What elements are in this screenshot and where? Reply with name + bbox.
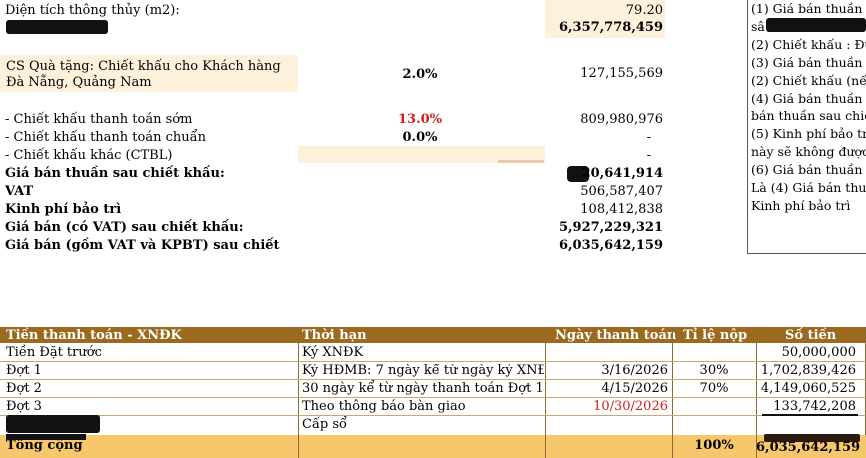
row-amount: 1,702,839,426 — [760, 363, 856, 378]
header-ratio: Tỉ lệ nộp — [683, 328, 748, 343]
early-pay-amount: 809,980,976 — [580, 112, 663, 127]
vat-value: 506,587,407 — [580, 184, 663, 199]
redacted-total-label — [6, 434, 86, 440]
standard-pay-amount: - — [646, 130, 651, 145]
col-divider — [298, 327, 299, 458]
row-divider — [0, 397, 866, 398]
net-price-label: Giá bán thuần sau chiết khấu: — [5, 166, 225, 181]
total-amount: 6,035,642,159 — [756, 440, 861, 455]
redacted-total-prefix — [764, 434, 860, 442]
area-cell-bg — [545, 0, 665, 38]
col-divider — [672, 327, 673, 458]
header-amount: Số tiền — [785, 328, 837, 343]
note-line: này sẽ không được — [751, 144, 866, 159]
redacted-row-name — [6, 415, 100, 433]
row-date: 10/30/2026 — [593, 399, 668, 414]
note-line: (4) Giá bán thuần (c — [751, 91, 866, 106]
note-line: (3) Giá bán thuần sa — [751, 55, 866, 70]
gift-policy-label: CS Quà tặng: Chiết khấu cho Khách hàng Đ… — [6, 59, 296, 91]
row-amount: 133,742,208 — [773, 399, 856, 414]
maintenance-fee-value: 108,412,838 — [580, 202, 663, 217]
price-vat-label: Giá bán (có VAT) sau chiết khấu: — [5, 220, 244, 235]
row-name: Đợt 2 — [6, 381, 42, 396]
early-pay-label: - Chiết khấu thanh toán sớm — [5, 112, 193, 127]
standard-pay-label: - Chiết khấu thanh toán chuẩn — [5, 130, 206, 145]
row-name: Đợt 1 — [6, 363, 42, 378]
note-line: (2) Chiết khấu (nếu — [751, 73, 866, 88]
note-line: sâ — [751, 19, 765, 34]
price-vat-value: 5,927,229,321 — [558, 220, 663, 235]
row-divider — [0, 415, 866, 416]
early-pay-pct: 13.0% — [397, 112, 442, 127]
notes-box: (1) Giá bán thuần : l sâ (2) Chiết khấu … — [747, 0, 866, 254]
amount-underline — [762, 414, 858, 416]
gift-policy-text: CS Quà tặng: Chiết khấu cho Khách hàng Đ… — [6, 59, 281, 90]
redacted-net-prefix — [567, 166, 589, 182]
row-date: 3/16/2026 — [601, 363, 668, 378]
area-label: Diện tích thông thủy (m2): — [5, 3, 180, 18]
col-divider — [756, 435, 757, 458]
row-amount: 4,149,060,525 — [760, 381, 856, 396]
area-value: 79.20 — [625, 3, 663, 18]
total-row — [0, 435, 866, 458]
standard-pay-pct: 0.0% — [402, 130, 438, 145]
gift-cell-bg — [0, 55, 298, 92]
note-line: (6) Giá bán thuần (g — [751, 162, 866, 177]
row-ratio: 30% — [699, 363, 729, 378]
other-discount-label: - Chiết khấu khác (CTBL) — [5, 148, 173, 163]
note-line: (1) Giá bán thuần : l — [751, 1, 866, 16]
payment-table-header: Tiền thanh toán - XNĐK Thời hạn Ngày tha… — [0, 327, 866, 343]
row-term: Ký HĐMB: 7 ngày kể từ ngày ký XNĐK — [302, 364, 544, 378]
row-term: Cấp sổ — [302, 417, 347, 432]
header-date: Ngày thanh toán — [555, 328, 677, 343]
row-term: Theo thông báo bàn giao — [302, 399, 466, 414]
col-divider — [672, 435, 673, 458]
row-amount: 50,000,000 — [781, 345, 856, 360]
col-divider — [298, 435, 299, 458]
row-ratio: 70% — [699, 381, 729, 396]
price-all-label: Giá bán (gồm VAT và KPBT) sau chiết — [5, 238, 280, 253]
header-term: Thời hạn — [302, 328, 367, 343]
other-discount-mark — [498, 160, 544, 163]
total-ratio: 100% — [694, 438, 734, 453]
vat-label: VAT — [5, 184, 34, 199]
maintenance-fee-label: Kinh phí bảo trì — [5, 202, 122, 217]
row-name: Đợt 3 — [6, 399, 42, 414]
header-payment: Tiền thanh toán - XNĐK — [6, 328, 182, 343]
col-divider — [545, 327, 546, 458]
gift-amount: 127,155,569 — [580, 66, 663, 81]
note-line: bán thuần sau chiết — [751, 108, 866, 123]
row-term: Ký XNĐK — [302, 345, 364, 360]
net-price-value: 20,641,914 — [581, 166, 663, 181]
col-divider — [756, 327, 757, 458]
redacted-label — [6, 20, 108, 34]
base-price-value: 6,357,778,459 — [558, 20, 663, 35]
note-line: (5) Kinh phí bảo trì: — [751, 126, 866, 141]
row-divider — [0, 361, 866, 362]
other-discount-cell-bg — [298, 146, 545, 163]
redacted-note — [766, 18, 866, 32]
note-line: Kinh phí bảo trì — [751, 198, 851, 213]
row-name: Tiền Đặt trước — [6, 345, 102, 360]
row-date: 4/15/2026 — [601, 381, 668, 396]
row-term: 30 ngày kể từ ngày thanh toán Đợt 1 — [302, 381, 544, 396]
price-all-value: 6,035,642,159 — [558, 238, 663, 253]
row-divider — [0, 379, 866, 380]
gift-pct: 2.0% — [402, 67, 438, 82]
other-discount-amount: - — [646, 148, 651, 163]
note-line: Là (4) Giá bán thuầ — [751, 180, 866, 195]
col-divider — [545, 435, 546, 458]
total-label: Tổng cộng — [6, 438, 83, 453]
note-line: (2) Chiết khấu : Đượ — [751, 37, 866, 52]
